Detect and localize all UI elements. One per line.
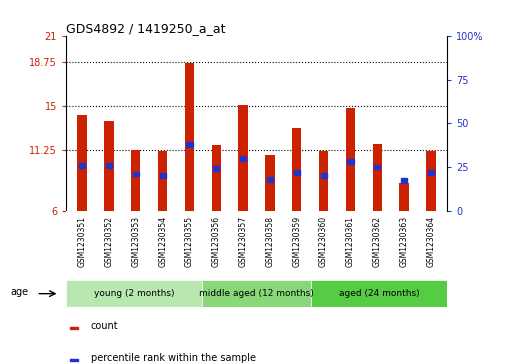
Text: GSM1230363: GSM1230363	[400, 216, 408, 267]
Bar	[401, 179, 407, 183]
Bar	[372, 144, 382, 211]
Bar	[77, 115, 87, 211]
Bar	[158, 151, 167, 211]
Bar	[186, 142, 193, 147]
Bar	[265, 155, 275, 211]
Bar	[238, 105, 248, 211]
Bar	[292, 128, 301, 211]
Bar	[104, 121, 114, 211]
Text: GSM1230362: GSM1230362	[373, 216, 382, 267]
Bar	[160, 173, 166, 178]
Bar	[399, 183, 409, 211]
Bar	[428, 170, 434, 175]
Bar	[185, 63, 194, 211]
Text: GSM1230361: GSM1230361	[346, 216, 355, 267]
Bar	[212, 146, 221, 211]
Text: GDS4892 / 1419250_a_at: GDS4892 / 1419250_a_at	[66, 22, 226, 35]
Bar	[106, 163, 112, 168]
Text: young (2 months): young (2 months)	[94, 289, 174, 298]
Text: GSM1230356: GSM1230356	[212, 216, 221, 267]
Bar	[70, 359, 78, 361]
Text: GSM1230353: GSM1230353	[131, 216, 140, 267]
Text: GSM1230351: GSM1230351	[78, 216, 87, 267]
Bar	[374, 164, 380, 170]
Text: percentile rank within the sample: percentile rank within the sample	[91, 353, 256, 363]
Bar	[319, 151, 328, 211]
Text: middle aged (12 months): middle aged (12 months)	[199, 289, 314, 298]
Bar	[346, 108, 355, 211]
Bar	[202, 280, 311, 307]
Text: GSM1230364: GSM1230364	[426, 216, 435, 267]
Bar	[213, 166, 219, 171]
Text: count: count	[91, 321, 118, 331]
Text: GSM1230352: GSM1230352	[105, 216, 113, 267]
Text: GSM1230355: GSM1230355	[185, 216, 194, 267]
Bar	[240, 156, 246, 161]
Text: GSM1230354: GSM1230354	[158, 216, 167, 267]
Bar	[321, 173, 327, 178]
Text: GSM1230359: GSM1230359	[292, 216, 301, 267]
Bar	[294, 170, 300, 175]
Text: aged (24 months): aged (24 months)	[339, 289, 419, 298]
Bar	[133, 171, 139, 176]
Bar	[311, 280, 447, 307]
Bar	[66, 280, 202, 307]
Text: GSM1230357: GSM1230357	[239, 216, 247, 267]
Bar	[347, 159, 354, 164]
Text: GSM1230358: GSM1230358	[266, 216, 274, 267]
Bar	[79, 163, 85, 168]
Bar	[131, 150, 141, 211]
Bar	[267, 177, 273, 182]
Text: age: age	[10, 287, 28, 297]
Text: GSM1230360: GSM1230360	[319, 216, 328, 267]
Bar	[70, 326, 78, 329]
Bar	[426, 151, 436, 211]
